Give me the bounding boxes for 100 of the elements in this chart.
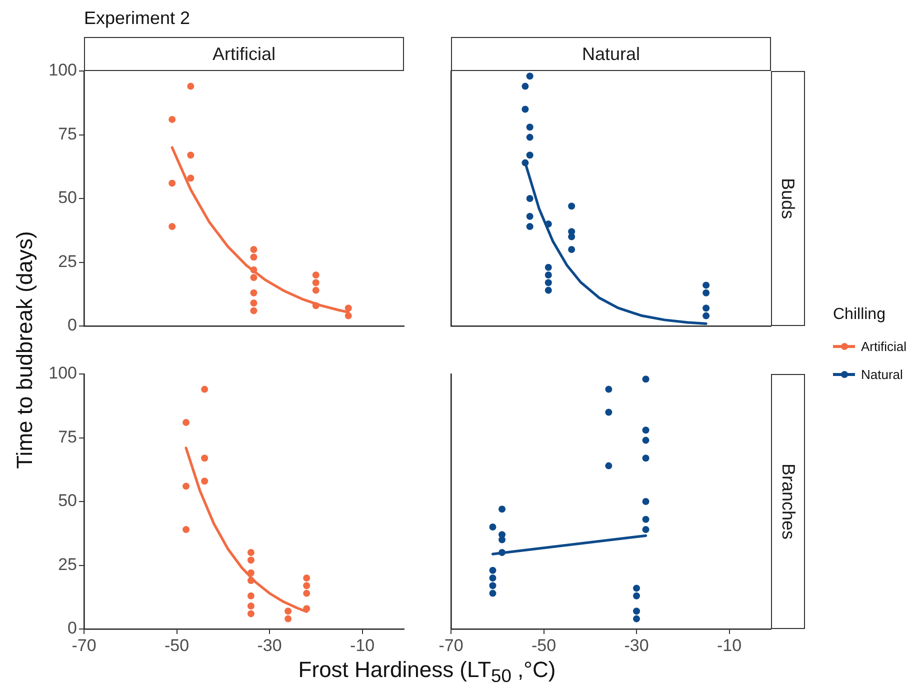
point [250, 289, 258, 296]
point [303, 574, 310, 582]
point [498, 506, 506, 513]
point [344, 312, 352, 320]
point [303, 590, 310, 597]
legend-label: Artificial [861, 338, 907, 354]
point [247, 549, 254, 556]
point [250, 254, 258, 261]
x-tick-label: -10 [350, 636, 375, 655]
y-tick-label: 25 [58, 554, 77, 574]
point [201, 386, 208, 393]
y-axis-title: Time to budbreak (days) [12, 231, 38, 469]
point [633, 608, 640, 615]
point [489, 574, 496, 582]
point [247, 577, 254, 584]
y-tick-label: 50 [58, 188, 77, 208]
point [702, 312, 710, 320]
y-tick-label: 100 [48, 364, 77, 383]
point [201, 454, 208, 462]
point [633, 615, 640, 622]
point [642, 426, 650, 434]
point [568, 202, 576, 210]
point [605, 408, 612, 416]
x-tick-label: -70 [72, 636, 96, 655]
point [187, 174, 194, 182]
point [522, 82, 529, 90]
x-tick-label: -70 [438, 636, 464, 655]
point [544, 264, 552, 271]
legend-label: Natural [861, 366, 903, 382]
x-tick-label: -30 [257, 636, 282, 655]
point [250, 307, 258, 314]
point [526, 212, 534, 220]
point [284, 615, 292, 622]
point [250, 274, 258, 282]
point [303, 582, 310, 590]
point [201, 478, 208, 485]
text: Branches [778, 463, 799, 540]
y-tick-label: 50 [58, 491, 77, 510]
point [489, 582, 496, 590]
point [544, 279, 552, 286]
x-tick-label: -50 [531, 636, 556, 655]
point [526, 72, 534, 80]
point [544, 272, 552, 278]
point [187, 82, 194, 90]
point [642, 526, 650, 534]
point [605, 462, 612, 470]
point [605, 386, 612, 393]
y-tick-label: 0 [68, 618, 77, 638]
point [642, 454, 650, 462]
point [522, 106, 529, 113]
legend-title: Chilling [833, 306, 886, 324]
y-tick-label: 75 [58, 124, 77, 144]
point [642, 436, 650, 444]
point [182, 526, 190, 534]
point [498, 536, 506, 544]
point [250, 246, 258, 253]
point [247, 556, 254, 564]
point [702, 289, 710, 296]
y-tick-label: 100 [48, 60, 77, 80]
point [498, 549, 506, 556]
y-tick-label: 0 [68, 316, 77, 335]
point [642, 498, 650, 505]
point [568, 246, 576, 253]
point [633, 584, 640, 592]
point [303, 605, 310, 612]
x-tick-label: -50 [164, 636, 190, 655]
x-tick-label: -30 [624, 636, 649, 655]
point [168, 180, 176, 187]
point [247, 592, 254, 600]
point [702, 282, 710, 289]
point [187, 152, 194, 159]
point [247, 602, 254, 610]
point [544, 286, 552, 294]
point [182, 482, 190, 490]
point [344, 304, 352, 312]
point [526, 124, 534, 131]
point [168, 223, 176, 230]
point [247, 610, 254, 618]
chart-subtitle: Natural [451, 37, 771, 71]
point [284, 608, 292, 615]
point [168, 116, 176, 123]
point [250, 300, 258, 307]
point [182, 418, 190, 426]
y-tick-label: 25 [58, 252, 77, 271]
point [312, 272, 320, 278]
point [250, 266, 258, 274]
y-tick-label: 75 [58, 427, 77, 446]
chart-title: Experiment 2 [84, 8, 190, 29]
point [247, 569, 254, 576]
point [522, 159, 529, 166]
point [489, 524, 496, 530]
point [312, 286, 320, 294]
point [526, 195, 534, 202]
point [312, 279, 320, 286]
point [312, 302, 320, 310]
point [642, 376, 650, 383]
point [489, 566, 496, 574]
point [568, 233, 576, 240]
x-axis-title: Frost Hardiness (LT$_{50}$ ,°C) [298, 656, 556, 688]
point [702, 304, 710, 312]
